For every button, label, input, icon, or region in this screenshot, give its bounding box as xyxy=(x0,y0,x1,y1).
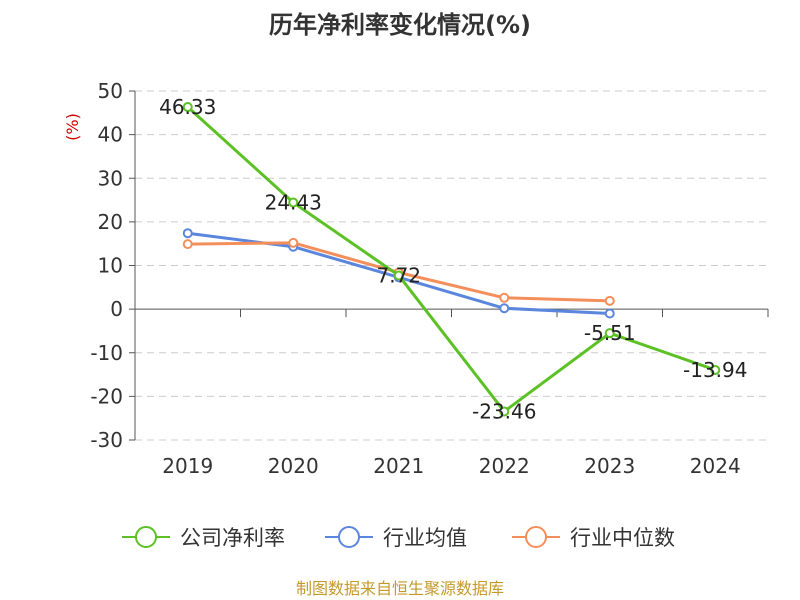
data-point xyxy=(288,197,299,208)
y-tick-label: -20 xyxy=(90,384,123,408)
x-tick-label: 2022 xyxy=(479,454,530,478)
data-label: -13.94 xyxy=(683,358,747,382)
data-label: 7.72 xyxy=(376,263,421,287)
y-tick-label: 30 xyxy=(98,166,123,190)
legend-label: 行业均值 xyxy=(383,526,467,550)
y-tick-label: -10 xyxy=(90,341,123,365)
legend-marker-icon xyxy=(135,526,157,548)
legend-label: 行业中位数 xyxy=(570,526,675,550)
y-tick-label: 50 xyxy=(98,79,123,103)
data-point xyxy=(710,364,721,375)
y-tick-label: -30 xyxy=(90,428,123,452)
x-axis: 2019 2020 2021 2022 2023 2024 xyxy=(134,308,769,478)
x-tick-label: 2019 xyxy=(162,454,213,478)
series-lines xyxy=(182,102,721,417)
legend-item[interactable]: 行业中位数 xyxy=(512,526,675,550)
x-tick-label: 2024 xyxy=(690,454,741,478)
x-tick-label: 2023 xyxy=(584,454,635,478)
y-tick-label: 0 xyxy=(110,297,123,321)
data-label: 24.43 xyxy=(265,191,322,215)
legend[interactable]: 公司净利率 行业均值 行业中位数 xyxy=(122,526,675,550)
chart-title: 历年净利率变化情况(%) xyxy=(269,11,531,39)
data-labels: 46.33 24.43 7.72 -23.46 -5.51 -13.94 xyxy=(159,95,747,423)
data-point xyxy=(604,308,615,319)
legend-item[interactable]: 行业均值 xyxy=(325,526,467,550)
data-point xyxy=(499,303,510,314)
data-point xyxy=(182,239,193,250)
legend-marker-icon xyxy=(525,526,547,548)
legend-item[interactable]: 公司净利率 xyxy=(122,526,285,550)
source-note: 制图数据来自恒生聚源数据库 xyxy=(296,579,504,598)
data-point xyxy=(604,328,615,339)
x-tick-label: 2020 xyxy=(268,454,319,478)
y-tick-label: 10 xyxy=(98,254,123,278)
data-label: -5.51 xyxy=(584,321,636,345)
legend-marker-icon xyxy=(338,526,360,548)
y-axis: 50 40 30 20 10 0 -10 -20 -30 xyxy=(90,79,136,452)
series-line xyxy=(186,105,716,413)
data-point xyxy=(182,102,193,113)
data-point xyxy=(499,406,510,417)
data-point xyxy=(182,228,193,239)
legend-label: 公司净利率 xyxy=(180,526,285,550)
y-axis-label: (%) xyxy=(63,113,82,141)
y-tick-label: 40 xyxy=(98,123,123,147)
data-point xyxy=(604,295,615,306)
y-tick-label: 20 xyxy=(98,210,123,234)
grid-lines xyxy=(135,90,768,441)
data-point xyxy=(288,237,299,248)
data-label: 46.33 xyxy=(159,95,216,119)
x-tick-label: 2021 xyxy=(373,454,424,478)
data-label: -23.46 xyxy=(472,399,536,423)
data-point xyxy=(499,292,510,303)
data-point xyxy=(393,270,404,281)
